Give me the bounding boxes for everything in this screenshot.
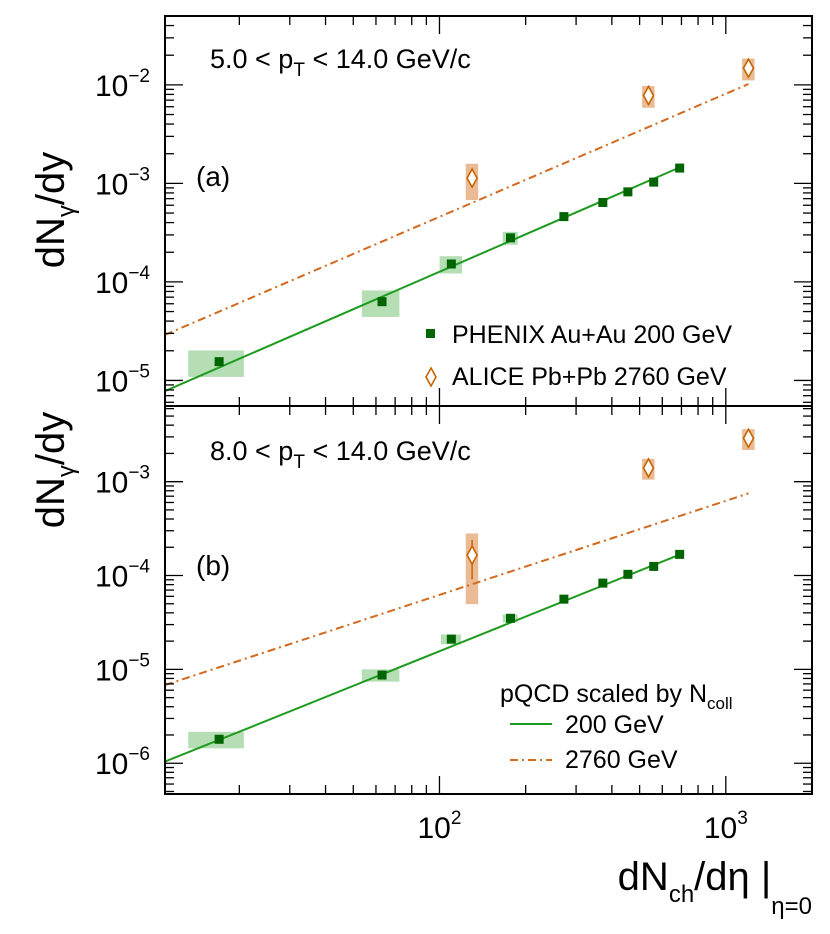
panel-b-data: [165, 427, 755, 763]
y-tick-label-base: 10: [95, 168, 128, 201]
y-tick-label-exponent: −3: [128, 164, 150, 185]
y-tick-label-exponent: −6: [128, 744, 150, 765]
phenix-data-point: [559, 212, 569, 222]
panel-a-y-axis-label: dNγ/dy: [29, 152, 80, 269]
panel-b: 10−610−510−410−3 8.0 < pT < 14.0 GeV/c (…: [29, 405, 813, 795]
x-tick-label-exponent: 3: [737, 808, 748, 829]
legend-alice-label: ALICE Pb+Pb 2760 GeV: [452, 363, 727, 391]
phenix-data-point: [649, 177, 659, 187]
x-axis-tick-labels: 102 103: [418, 808, 748, 845]
phenix-data-point: [559, 594, 569, 604]
legend-alice-marker: [425, 366, 437, 388]
x-tick-label-exponent: 2: [451, 808, 462, 829]
y-tick-label: 10−4: [95, 263, 150, 300]
pqcd-200-line: [165, 165, 682, 392]
panel-b-y-axis-label: dNγ/dy: [29, 412, 80, 529]
phenix-data-point: [377, 297, 387, 307]
x-axis-label: dNch/dη |η=0: [618, 855, 812, 920]
phenix-data-point: [505, 613, 515, 623]
legend-pqcd-200: 200 GeV: [510, 711, 664, 739]
y-tick-label: 10−2: [95, 66, 150, 103]
phenix-data-point: [446, 634, 456, 644]
alice-data-point: [642, 457, 655, 479]
phenix-data-point: [446, 259, 456, 269]
alice-data-point: [466, 544, 479, 566]
pqcd-200-line: [165, 552, 682, 763]
y-tick-label-base: 10: [95, 267, 128, 300]
panel-b-frame: [164, 405, 813, 795]
x-tick-label: 102: [418, 808, 462, 845]
y-tick-label-base: 10: [95, 365, 128, 398]
panel-b-cut-label: 8.0 < pT < 14.0 GeV/c: [210, 436, 471, 473]
y-tick-label-base: 10: [95, 70, 128, 103]
legend-phenix: PHENIX Au+Au 200 GeV: [426, 321, 732, 349]
panel-a-plot-area: [165, 57, 755, 392]
phenix-data-point: [675, 163, 685, 173]
alice-data-point: [742, 427, 755, 449]
legend-pqcd-2760-label: 2760 GeV: [565, 746, 678, 774]
y-tick-label-exponent: −5: [128, 361, 150, 382]
legend-phenix-marker: [426, 329, 435, 338]
y-tick-label-base: 10: [95, 654, 128, 687]
phenix-data-point: [675, 549, 685, 559]
phenix-data-point: [377, 670, 387, 680]
phenix-data-point: [649, 561, 659, 571]
y-tick-label-base: 10: [95, 561, 128, 594]
y-tick-label: 10−3: [95, 463, 150, 500]
y-tick-label-exponent: −5: [128, 650, 150, 671]
phenix-data-point: [623, 569, 633, 579]
pqcd-2760-line: [165, 83, 749, 336]
panel-a-cut-label: 5.0 < pT < 14.0 GeV/c: [210, 44, 471, 81]
panel-a: 10−510−410−310−2 5.0 < pT < 14.0 GeV/c (…: [29, 15, 813, 407]
legend-phenix-label: PHENIX Au+Au 200 GeV: [452, 321, 732, 349]
x-tick-label: 103: [704, 808, 748, 845]
alice-data-point: [466, 167, 479, 189]
y-tick-label-exponent: −3: [128, 463, 150, 484]
panel-b-label: (b): [196, 550, 230, 581]
pqcd-2760-line: [165, 492, 749, 687]
phenix-data-point: [598, 578, 608, 588]
y-tick-label: 10−5: [95, 650, 150, 687]
legend-pqcd-200-label: 200 GeV: [565, 711, 664, 739]
y-tick-label-exponent: −4: [128, 557, 150, 578]
panel-a-ticks: 10−510−410−310−2: [95, 15, 813, 406]
alice-data-point: [642, 84, 655, 107]
alice-data-point: [742, 57, 755, 79]
phenix-data-point: [505, 233, 515, 243]
panel-b-plot-area: [165, 427, 755, 763]
x-tick-label-base: 10: [704, 812, 737, 845]
y-tick-label: 10−5: [95, 361, 150, 398]
panel-a-data: [165, 57, 755, 392]
phenix-data-point: [598, 197, 608, 207]
y-tick-label-exponent: −4: [128, 263, 150, 284]
y-tick-label: 10−4: [95, 557, 150, 594]
legend-alice: ALICE Pb+Pb 2760 GeV: [425, 363, 727, 391]
panel-a-label: (a): [196, 161, 230, 192]
y-tick-label: 10−6: [95, 744, 150, 781]
phenix-data-point: [214, 357, 224, 367]
phenix-data-point: [623, 187, 633, 197]
y-tick-label: 10−3: [95, 164, 150, 201]
y-tick-label-exponent: −2: [128, 66, 150, 87]
y-tick-label-base: 10: [95, 748, 128, 781]
phenix-data-point: [214, 734, 224, 744]
x-tick-label-base: 10: [418, 812, 451, 845]
legend-pqcd-2760: 2760 GeV: [510, 746, 678, 774]
panel-b-ticks: 10−610−510−410−3: [95, 406, 813, 794]
legend-pqcd-title: pQCD scaled by Ncoll: [500, 680, 733, 713]
y-tick-label-base: 10: [95, 467, 128, 500]
